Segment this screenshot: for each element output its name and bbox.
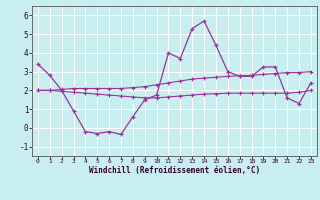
X-axis label: Windchill (Refroidissement éolien,°C): Windchill (Refroidissement éolien,°C)	[89, 166, 260, 175]
